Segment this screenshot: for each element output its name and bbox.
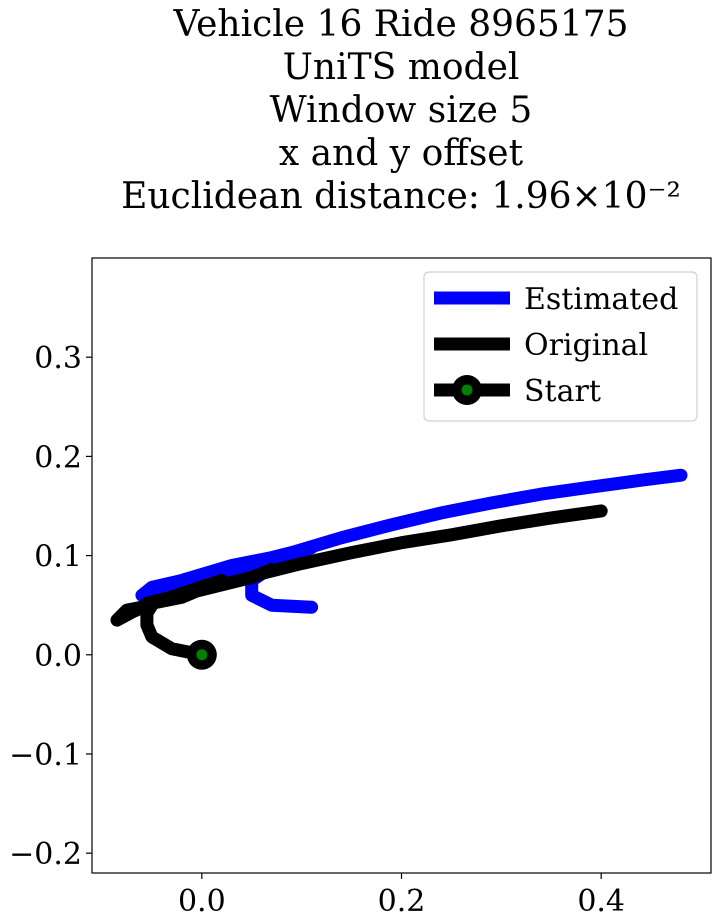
title-line-5: Euclidean distance: 1.96×10⁻² xyxy=(121,176,681,217)
axes: 0.0 0.2 0.4 −0.2 −0.1 0.0 0.1 0.2 0.3 xyxy=(9,257,712,919)
y-tick-label: 0.2 xyxy=(34,440,82,475)
legend-entry-original: Original xyxy=(434,328,648,363)
start-marker-inner xyxy=(196,649,208,661)
x-tick-label: 0.0 xyxy=(178,884,226,919)
legend: Estimated Original Start xyxy=(423,271,698,422)
series-line-original xyxy=(110,504,608,662)
y-tick-label: 0.3 xyxy=(34,341,82,376)
y-tick-label: −0.1 xyxy=(9,738,82,773)
plot-area xyxy=(110,468,688,670)
y-tick-label: −0.2 xyxy=(9,837,82,872)
title-line-1: Vehicle 16 Ride 8965175 xyxy=(172,4,628,45)
legend-label: Estimated xyxy=(524,282,678,317)
chart-title: Vehicle 16 Ride 8965175 UniTS model Wind… xyxy=(121,4,681,217)
legend-marker-inner xyxy=(461,384,473,396)
legend-label: Start xyxy=(524,374,601,409)
legend-entry-start: Start xyxy=(434,374,601,409)
x-tick-label: 0.2 xyxy=(378,884,426,919)
title-line-3: Window size 5 xyxy=(270,90,533,131)
legend-entry-estimated: Estimated xyxy=(434,282,678,317)
legend-label: Original xyxy=(524,328,648,363)
title-line-4: x and y offset xyxy=(279,133,524,174)
y-tick-label: 0.0 xyxy=(34,639,82,674)
title-line-2: UniTS model xyxy=(283,47,520,88)
x-tick-label: 0.4 xyxy=(577,884,625,919)
y-tick-label: 0.1 xyxy=(34,540,82,575)
